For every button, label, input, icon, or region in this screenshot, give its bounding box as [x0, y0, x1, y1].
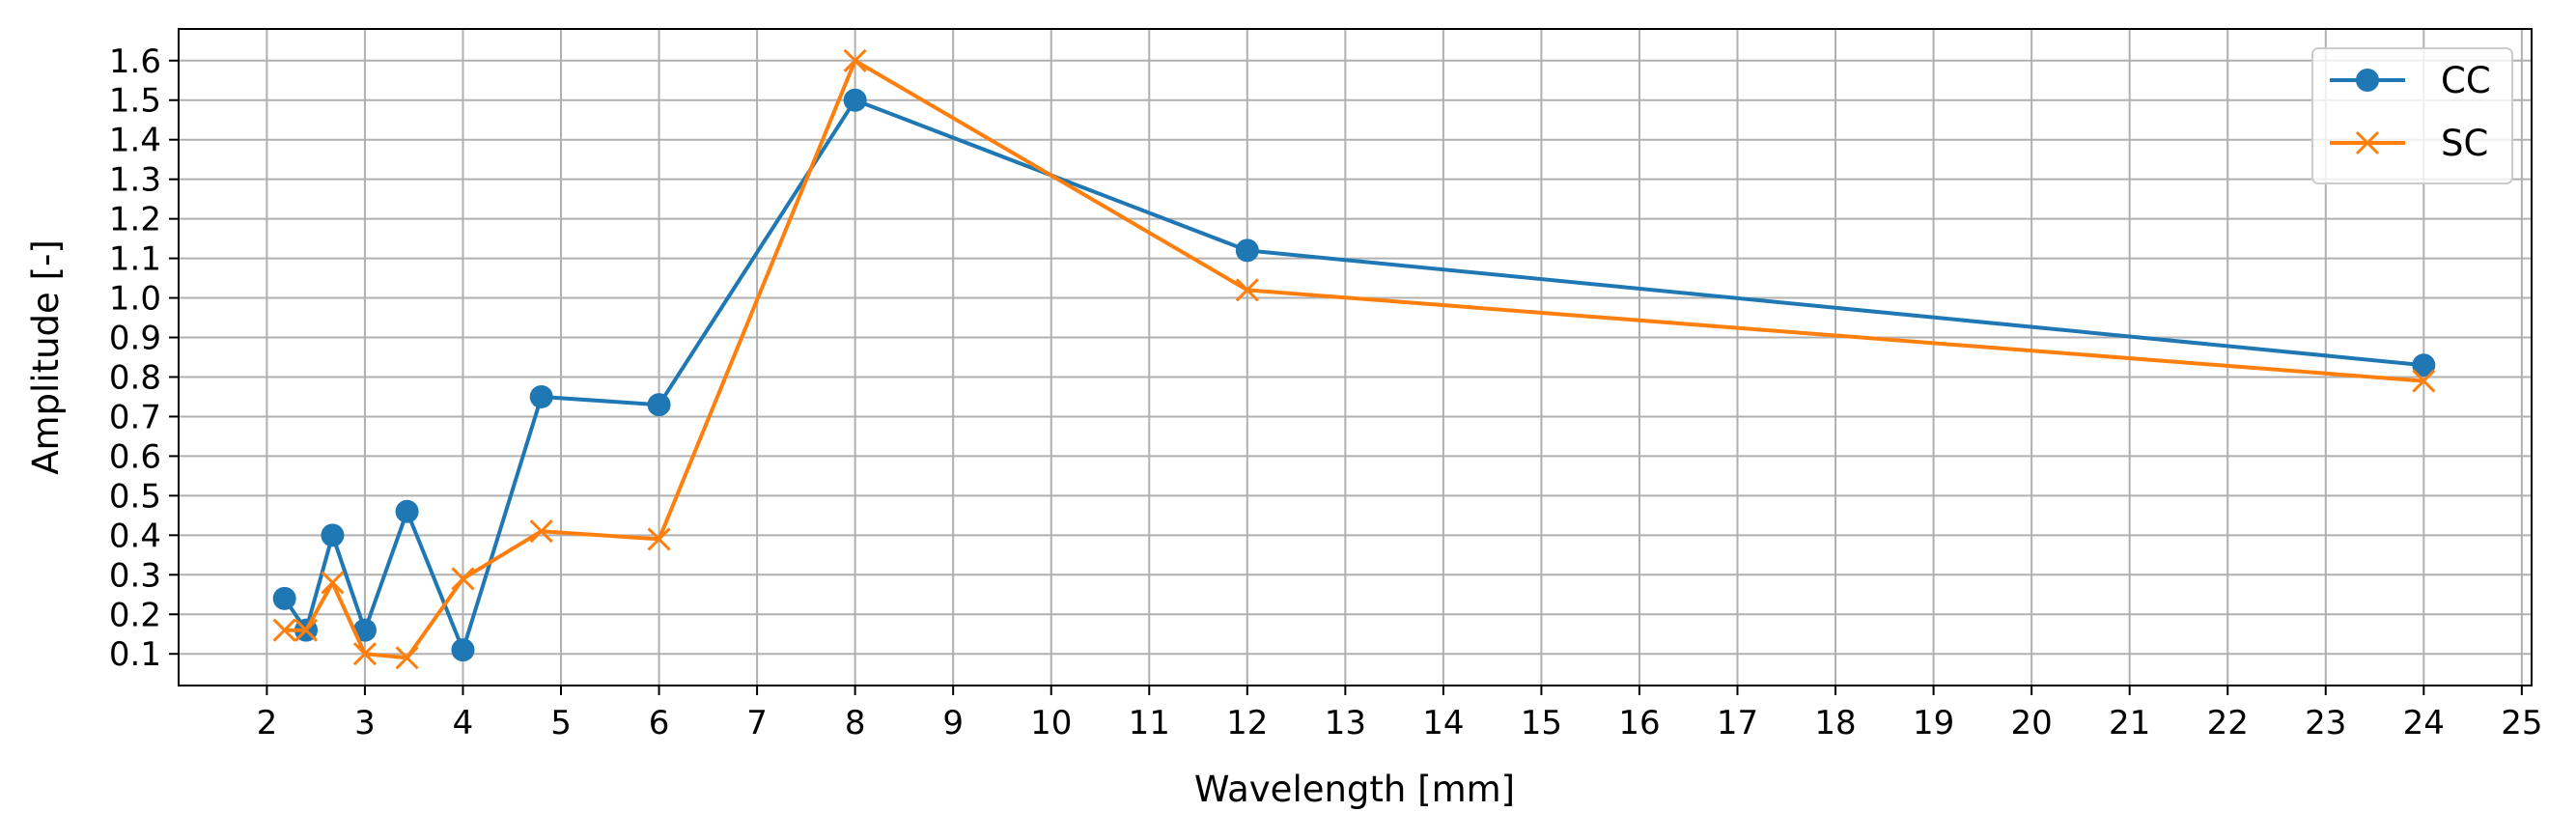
data-point-cc: [451, 638, 475, 662]
data-point-sc: [321, 571, 345, 595]
data-point-cc: [272, 586, 296, 610]
data-point-sc: [272, 618, 296, 642]
grid: [179, 29, 2532, 686]
data-point-sc: [294, 618, 319, 642]
x-tick-label: 15: [1521, 704, 1562, 742]
x-tick-label: 9: [942, 704, 964, 742]
x-tick-label: 21: [2109, 704, 2150, 742]
y-tick-label: 0.3: [109, 556, 161, 595]
y-tick-label: 0.6: [109, 437, 161, 476]
x-tick-label: 10: [1030, 704, 1072, 742]
data-point-cc: [321, 523, 345, 547]
legend-label-sc: SC: [2441, 123, 2488, 164]
data-point-cc: [1235, 238, 1259, 263]
x-tick-label: 17: [1717, 704, 1758, 742]
x-tick-label: 2: [257, 704, 278, 742]
data-point-sc: [529, 519, 553, 544]
data-point-cc: [352, 618, 377, 642]
y-tick-label: 1.6: [109, 42, 161, 81]
y-tick-label: 1.3: [109, 161, 161, 200]
legend: CC SC: [2311, 47, 2513, 184]
x-tick-label: 6: [649, 704, 670, 742]
y-tick-label: 1.2: [109, 201, 161, 239]
data-point-cc: [529, 384, 553, 408]
y-tick-label: 1.0: [109, 280, 161, 319]
y-tick-label: 0.2: [109, 596, 161, 634]
y-tick-label: 1.4: [109, 122, 161, 160]
data-point-sc: [647, 527, 671, 551]
x-axis-label: Wavelength [mm]: [1194, 769, 1515, 810]
y-tick-label: 0.8: [109, 358, 161, 397]
x-tick-label: 7: [746, 704, 768, 742]
y-tick-label: 0.4: [109, 517, 161, 555]
x-tick-label: 14: [1422, 704, 1464, 742]
ticks: 2 3 4 5 6 7 8 9 10 11 12 13 14 15 16 17 18 19 20 21 22 23 24 25…: [109, 42, 2543, 742]
legend-label-cc: CC: [2441, 60, 2491, 101]
data-point-sc: [1235, 278, 1259, 302]
x-tick-label: 11: [1129, 704, 1170, 742]
y-tick-label: 0.9: [109, 320, 161, 358]
x-tick-label: 23: [2305, 704, 2346, 742]
y-tick-label: 0.1: [109, 635, 161, 674]
x-tick-label: 5: [550, 704, 572, 742]
data-point-cc: [843, 88, 867, 112]
y-axis-label: Amplitude [-]: [25, 239, 67, 475]
x-tick-label: 8: [845, 704, 866, 742]
x-tick-label: 18: [1814, 704, 1856, 742]
data-point-sc: [352, 642, 377, 666]
data-point-sc: [843, 48, 867, 72]
x-tick-label: 16: [1618, 704, 1660, 742]
y-tick-label: 1.5: [109, 82, 161, 121]
data-point-sc: [2412, 369, 2436, 393]
plot-frame: [178, 28, 2533, 686]
data-point-cc: [395, 499, 419, 523]
y-tick-label: 1.1: [109, 240, 161, 279]
legend-marker-cc-icon: [2356, 69, 2379, 92]
x-tick-label: 22: [2207, 704, 2249, 742]
y-tick-label: 0.5: [109, 477, 161, 516]
x-tick-label: 25: [2501, 704, 2542, 742]
x-tick-label: 12: [1226, 704, 1268, 742]
x-tick-label: 19: [1913, 704, 1954, 742]
data-point-cc: [647, 393, 671, 417]
series-sc: [272, 48, 2436, 670]
x-tick-label: 3: [354, 704, 376, 742]
plot-background: [179, 29, 2532, 686]
x-tick-label: 4: [453, 704, 474, 742]
data-point-sc: [451, 567, 475, 591]
x-tick-label: 13: [1325, 704, 1366, 742]
series-layer: [272, 48, 2436, 670]
x-tick-label: 20: [2011, 704, 2053, 742]
data-point-cc: [2412, 353, 2436, 378]
x-tick-label: 24: [2403, 704, 2445, 742]
legend-marker-sc-icon: [2355, 130, 2380, 155]
data-point-sc: [395, 646, 419, 670]
y-tick-label: 0.7: [109, 398, 161, 436]
